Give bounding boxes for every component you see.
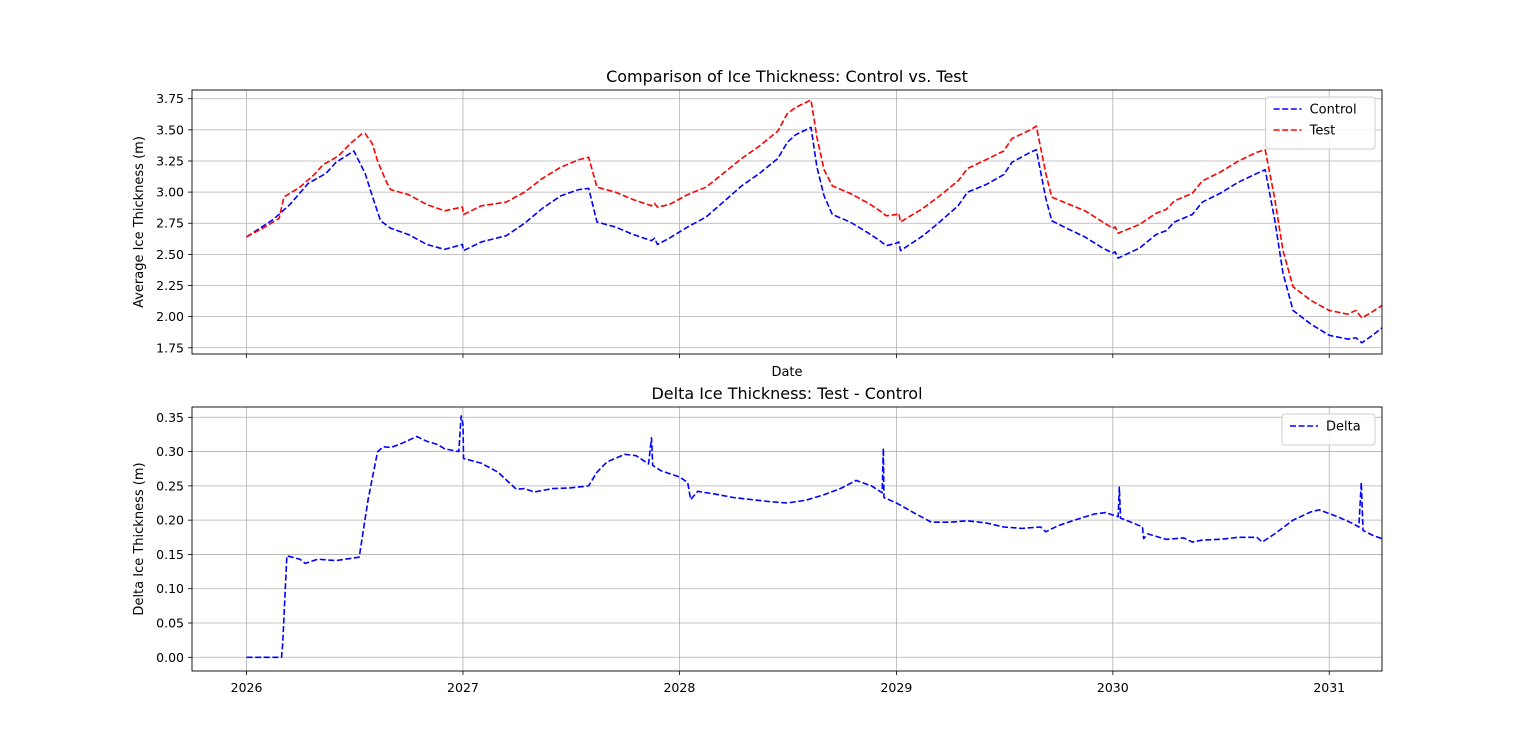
- delta-chart: 2026 2027 2028 2029 2030 2031 0.00 0.05 0.10 0.15…: [132, 384, 1383, 695]
- legend-label: Control: [1310, 103, 1357, 118]
- y-tick-label: 2.00: [156, 309, 184, 324]
- y-tick-label: 0.15: [156, 547, 184, 562]
- chart-title: Comparison of Ice Thickness: Control vs.…: [606, 67, 968, 86]
- legend-box: [1265, 96, 1376, 150]
- y-axis-label: Average Ice Thickness (m): [132, 136, 147, 308]
- y-axis-label: Delta Ice Thickness (m): [132, 462, 147, 615]
- chart-title: Delta Ice Thickness: Test - Control: [651, 384, 922, 403]
- comparison-chart: 1.75 2.00 2.25 2.50 2.75 3.00 3.25 3.50 3.75 Comp…: [132, 67, 1383, 380]
- x-tick-label: 2031: [1313, 680, 1345, 695]
- legend-label: Delta: [1326, 420, 1361, 435]
- y-tick-label: 0.35: [156, 410, 184, 425]
- y-tick-label: 0.00: [156, 650, 184, 665]
- y-tick-label: 0.25: [156, 478, 184, 493]
- y-tick-label: 0.10: [156, 581, 184, 596]
- y-tick-label: 3.50: [156, 122, 184, 137]
- y-tick-label: 1.75: [156, 340, 184, 355]
- x-tick-label: 2027: [447, 680, 479, 695]
- plot-frame: [191, 406, 1383, 672]
- plot-frame: [191, 89, 1383, 355]
- series-line-test: [246, 99, 1382, 319]
- series-line-delta: [246, 415, 1382, 659]
- y-tick-label: 0.30: [156, 444, 184, 459]
- legend-label: Test: [1309, 124, 1336, 139]
- x-tick-label: 2029: [880, 680, 912, 695]
- x-tick-label: 2028: [663, 680, 695, 695]
- y-tick-label: 0.20: [156, 513, 184, 528]
- y-tick-label: 2.25: [156, 278, 184, 293]
- y-tick-label: 2.75: [156, 216, 184, 231]
- x-axis-label: Date: [771, 365, 802, 380]
- legend-box: [1281, 413, 1376, 446]
- y-tick-label: 2.50: [156, 247, 184, 262]
- x-tick-label: 2030: [1097, 680, 1129, 695]
- x-tick-label: 2026: [231, 680, 263, 695]
- y-tick-label: 0.05: [156, 616, 184, 631]
- y-tick-label: 3.75: [156, 91, 184, 106]
- series-line-control: [246, 126, 1382, 344]
- y-tick-label: 3.25: [156, 153, 184, 168]
- y-tick-label: 3.00: [156, 185, 184, 200]
